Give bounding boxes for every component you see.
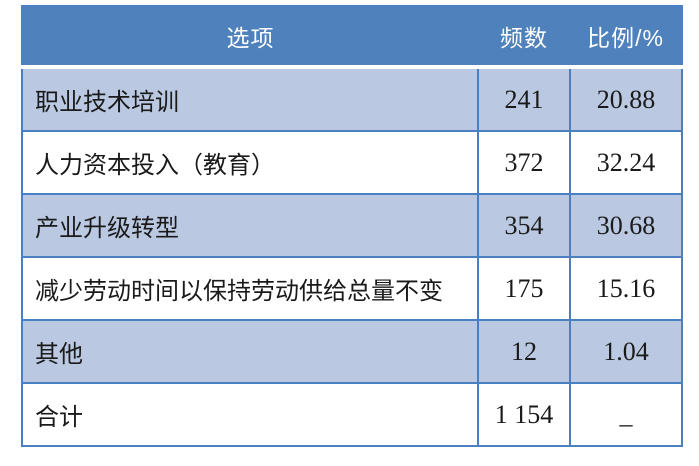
cell-percentage: 20.88 bbox=[569, 66, 683, 132]
column-header-option: 选项 bbox=[22, 6, 478, 69]
table-row: 其他 12 1.04 bbox=[21, 319, 683, 384]
cell-frequency: 372 bbox=[477, 130, 571, 195]
column-header-percentage: 比例/% bbox=[570, 6, 682, 69]
cell-frequency: 354 bbox=[477, 193, 571, 258]
cell-option: 人力资本投入（教育） bbox=[21, 130, 479, 195]
cell-option: 减少劳动时间以保持劳动供给总量不变 bbox=[21, 256, 479, 321]
table-row: 职业技术培训 241 20.88 bbox=[21, 66, 683, 132]
cell-percentage: 1.04 bbox=[569, 319, 683, 384]
table-row: 减少劳动时间以保持劳动供给总量不变 175 15.16 bbox=[21, 256, 683, 321]
cell-percentage: 32.24 bbox=[569, 130, 683, 195]
survey-results-table: 选项 频数 比例/% 职业技术培训 241 20.88 人力资本投入（教育） 3… bbox=[21, 5, 683, 447]
cell-frequency: 12 bbox=[477, 319, 571, 384]
cell-percentage: 15.16 bbox=[569, 256, 683, 321]
cell-frequency: 1 154 bbox=[477, 382, 571, 447]
header-row: 选项 频数 比例/% bbox=[22, 6, 682, 69]
column-header-frequency: 频数 bbox=[478, 6, 570, 69]
table-row: 人力资本投入（教育） 372 32.24 bbox=[21, 130, 683, 195]
cell-option: 职业技术培训 bbox=[21, 66, 479, 132]
cell-option: 其他 bbox=[21, 319, 479, 384]
cell-frequency: 175 bbox=[477, 256, 571, 321]
cell-option: 产业升级转型 bbox=[21, 193, 479, 258]
cell-option: 合计 bbox=[21, 382, 479, 447]
cell-frequency: 241 bbox=[477, 66, 571, 132]
table-row: 产业升级转型 354 30.68 bbox=[21, 193, 683, 258]
cell-percentage: _ bbox=[569, 382, 683, 447]
cell-percentage: 30.68 bbox=[569, 193, 683, 258]
table-row-total: 合计 1 154 _ bbox=[21, 382, 683, 447]
